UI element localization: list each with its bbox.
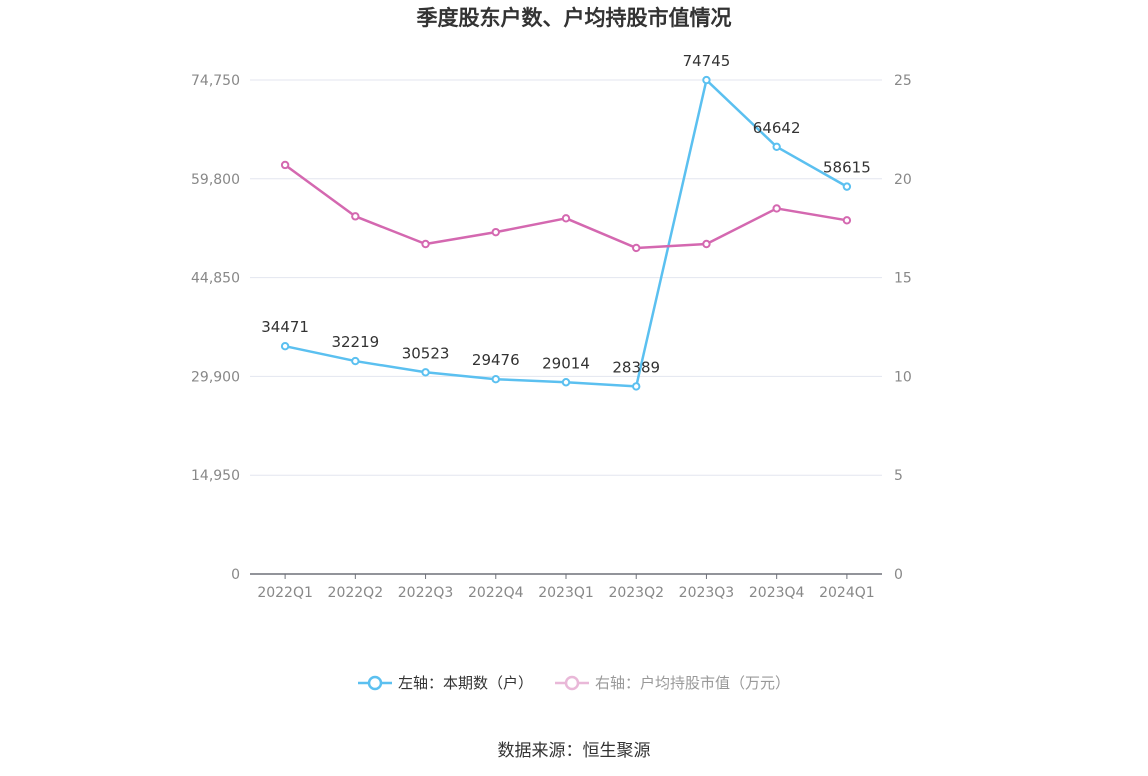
axes: 014,95029,90044,85059,80074,750051015202…	[191, 73, 912, 601]
series-layer	[280, 75, 852, 391]
data-source: 数据来源：恒生聚源	[497, 741, 651, 761]
data-point-0	[561, 378, 571, 387]
left-tick-label: 59,800	[191, 172, 240, 188]
data-label: 64642	[753, 119, 801, 137]
right-tick-label: 15	[894, 271, 912, 287]
legend-item-right-series[interactable]: 右轴：户均持股市值（万元）	[555, 672, 790, 693]
data-point-0	[351, 356, 360, 366]
data-point-1	[351, 212, 360, 221]
x-tick-label: 2022Q3	[398, 585, 454, 601]
data-label: 34471	[261, 318, 309, 336]
data-label: 32219	[331, 333, 379, 351]
legend: 左轴：本期数（户） 右轴：户均持股市值（万元）	[0, 672, 1148, 693]
x-tick-label: 2022Q4	[468, 585, 524, 601]
legend-marker-right-icon	[555, 675, 589, 690]
x-tick-label: 2023Q1	[538, 585, 594, 601]
left-tick-label: 14,950	[191, 468, 240, 484]
legend-item-left-series[interactable]: 左轴：本期数（户）	[357, 672, 533, 693]
x-tick-label: 2024Q1	[819, 585, 875, 601]
data-point-1	[772, 204, 781, 213]
data-point-1	[561, 214, 571, 223]
data-point-1	[491, 227, 500, 237]
right-tick-label: 10	[894, 369, 912, 385]
data-labels: 34471 32219 30523 29476 29014 28389 74745 64642…	[261, 52, 870, 376]
data-point-1	[702, 239, 711, 249]
series-line-1	[284, 163, 848, 250]
data-point-0	[772, 142, 781, 152]
data-point-0	[421, 368, 430, 377]
data-label: 29014	[542, 354, 590, 372]
left-tick-label: 29,900	[191, 369, 240, 385]
grid-lines	[250, 79, 882, 476]
legend-marker-left-icon	[357, 675, 392, 690]
data-label: 29476	[472, 351, 520, 369]
data-point-0	[842, 182, 852, 191]
data-label: 74745	[683, 52, 731, 70]
data-point-1	[421, 239, 430, 249]
x-tick-label: 2022Q2	[328, 585, 384, 601]
data-label: 30523	[402, 344, 450, 362]
data-point-0	[280, 341, 290, 351]
x-tick-label: 2023Q4	[749, 585, 805, 601]
legend-label-left: 左轴：本期数（户）	[397, 674, 533, 692]
data-label: 58615	[823, 159, 871, 177]
legend-label-right: 右轴：户均持股市值（万元）	[595, 674, 791, 692]
left-tick-label: 74,750	[191, 73, 240, 89]
right-tick-label: 20	[894, 172, 912, 188]
data-point-1	[842, 216, 852, 225]
right-tick-label: 25	[894, 73, 912, 89]
left-tick-label: 44,850	[191, 271, 240, 287]
data-point-0	[491, 375, 500, 384]
x-tick-label: 2022Q1	[257, 585, 313, 601]
right-tick-label: 0	[894, 567, 903, 583]
x-tick-label: 2023Q3	[679, 585, 735, 601]
data-point-0	[702, 75, 711, 85]
data-label: 28389	[612, 358, 660, 376]
right-tick-label: 5	[894, 468, 903, 484]
data-point-1	[280, 160, 290, 170]
left-tick-label: 0	[231, 567, 240, 583]
x-tick-label: 2023Q2	[608, 585, 664, 601]
data-point-0	[632, 382, 641, 391]
data-point-1	[632, 243, 641, 253]
chart-title: 季度股东户数、户均持股市值情况	[416, 6, 732, 30]
